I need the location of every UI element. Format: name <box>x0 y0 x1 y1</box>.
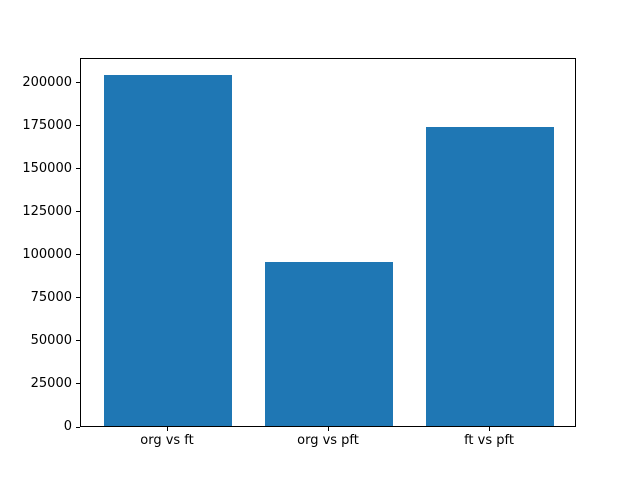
y-tick-label: 150000 <box>22 160 72 176</box>
x-tick-label: org vs pft <box>297 433 359 448</box>
x-tick-mark <box>488 427 490 431</box>
plot-area <box>80 58 576 427</box>
y-tick-mark <box>76 340 80 342</box>
bars-container <box>81 59 575 426</box>
bar-org-vs-ft <box>103 74 233 426</box>
y-tick-mark <box>76 168 80 170</box>
y-tick-label: 175000 <box>22 117 72 133</box>
y-tick-label: 0 <box>63 419 72 434</box>
y-tick-label: 75000 <box>30 289 72 305</box>
y-tick-mark <box>76 125 80 126</box>
y-tick-mark <box>76 211 80 213</box>
y-tick-mark <box>76 426 80 428</box>
y-tick-label: 25000 <box>30 375 72 391</box>
y-tick-mark <box>76 383 80 385</box>
bar-org-vs-pft <box>264 261 394 426</box>
x-tick-mark <box>166 427 168 431</box>
y-tick-mark <box>76 82 80 83</box>
y-tick-label: 125000 <box>22 203 72 219</box>
y-tick-mark <box>76 254 80 256</box>
x-tick-mark <box>327 427 329 431</box>
y-tick-label: 200000 <box>22 74 72 90</box>
x-tick-label: ft vs pft <box>464 433 514 448</box>
y-tick-label: 50000 <box>30 332 72 348</box>
bar-ft-vs-pft <box>425 127 555 426</box>
y-tick-label: 100000 <box>22 246 72 262</box>
x-tick-label: org vs ft <box>140 433 194 448</box>
y-tick-mark <box>76 297 80 299</box>
